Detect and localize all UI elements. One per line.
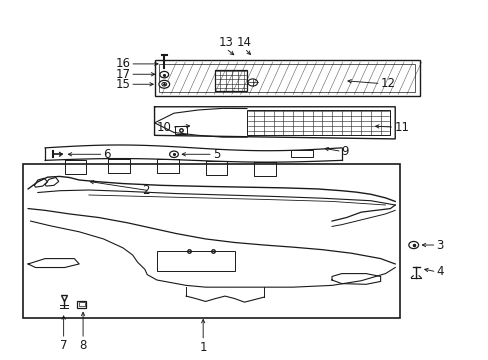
Text: 1: 1 xyxy=(199,341,206,354)
Circle shape xyxy=(408,242,418,249)
Text: 4: 4 xyxy=(436,265,443,278)
Text: 10: 10 xyxy=(156,121,171,134)
Text: 17: 17 xyxy=(115,68,130,81)
Circle shape xyxy=(162,82,166,86)
Text: 13: 13 xyxy=(218,36,233,49)
Text: 5: 5 xyxy=(212,148,220,161)
Text: 9: 9 xyxy=(341,145,348,158)
Text: 16: 16 xyxy=(115,57,130,71)
Bar xyxy=(159,64,414,93)
Circle shape xyxy=(159,80,169,88)
Text: 3: 3 xyxy=(436,239,443,252)
Bar xyxy=(154,60,419,96)
Bar xyxy=(157,251,234,271)
Text: 11: 11 xyxy=(393,121,408,134)
Bar xyxy=(290,150,312,157)
Circle shape xyxy=(169,151,178,157)
Circle shape xyxy=(160,71,168,78)
Bar xyxy=(77,301,86,308)
Text: 14: 14 xyxy=(237,36,251,49)
Text: 2: 2 xyxy=(142,184,149,197)
Text: 15: 15 xyxy=(115,78,130,91)
Bar xyxy=(215,70,246,91)
Bar xyxy=(79,302,84,306)
Bar xyxy=(175,126,187,134)
Text: 7: 7 xyxy=(60,339,67,352)
Text: 6: 6 xyxy=(103,148,111,161)
Bar xyxy=(23,164,399,318)
Bar xyxy=(246,111,389,135)
Text: 8: 8 xyxy=(79,339,86,352)
Text: 12: 12 xyxy=(380,77,395,90)
